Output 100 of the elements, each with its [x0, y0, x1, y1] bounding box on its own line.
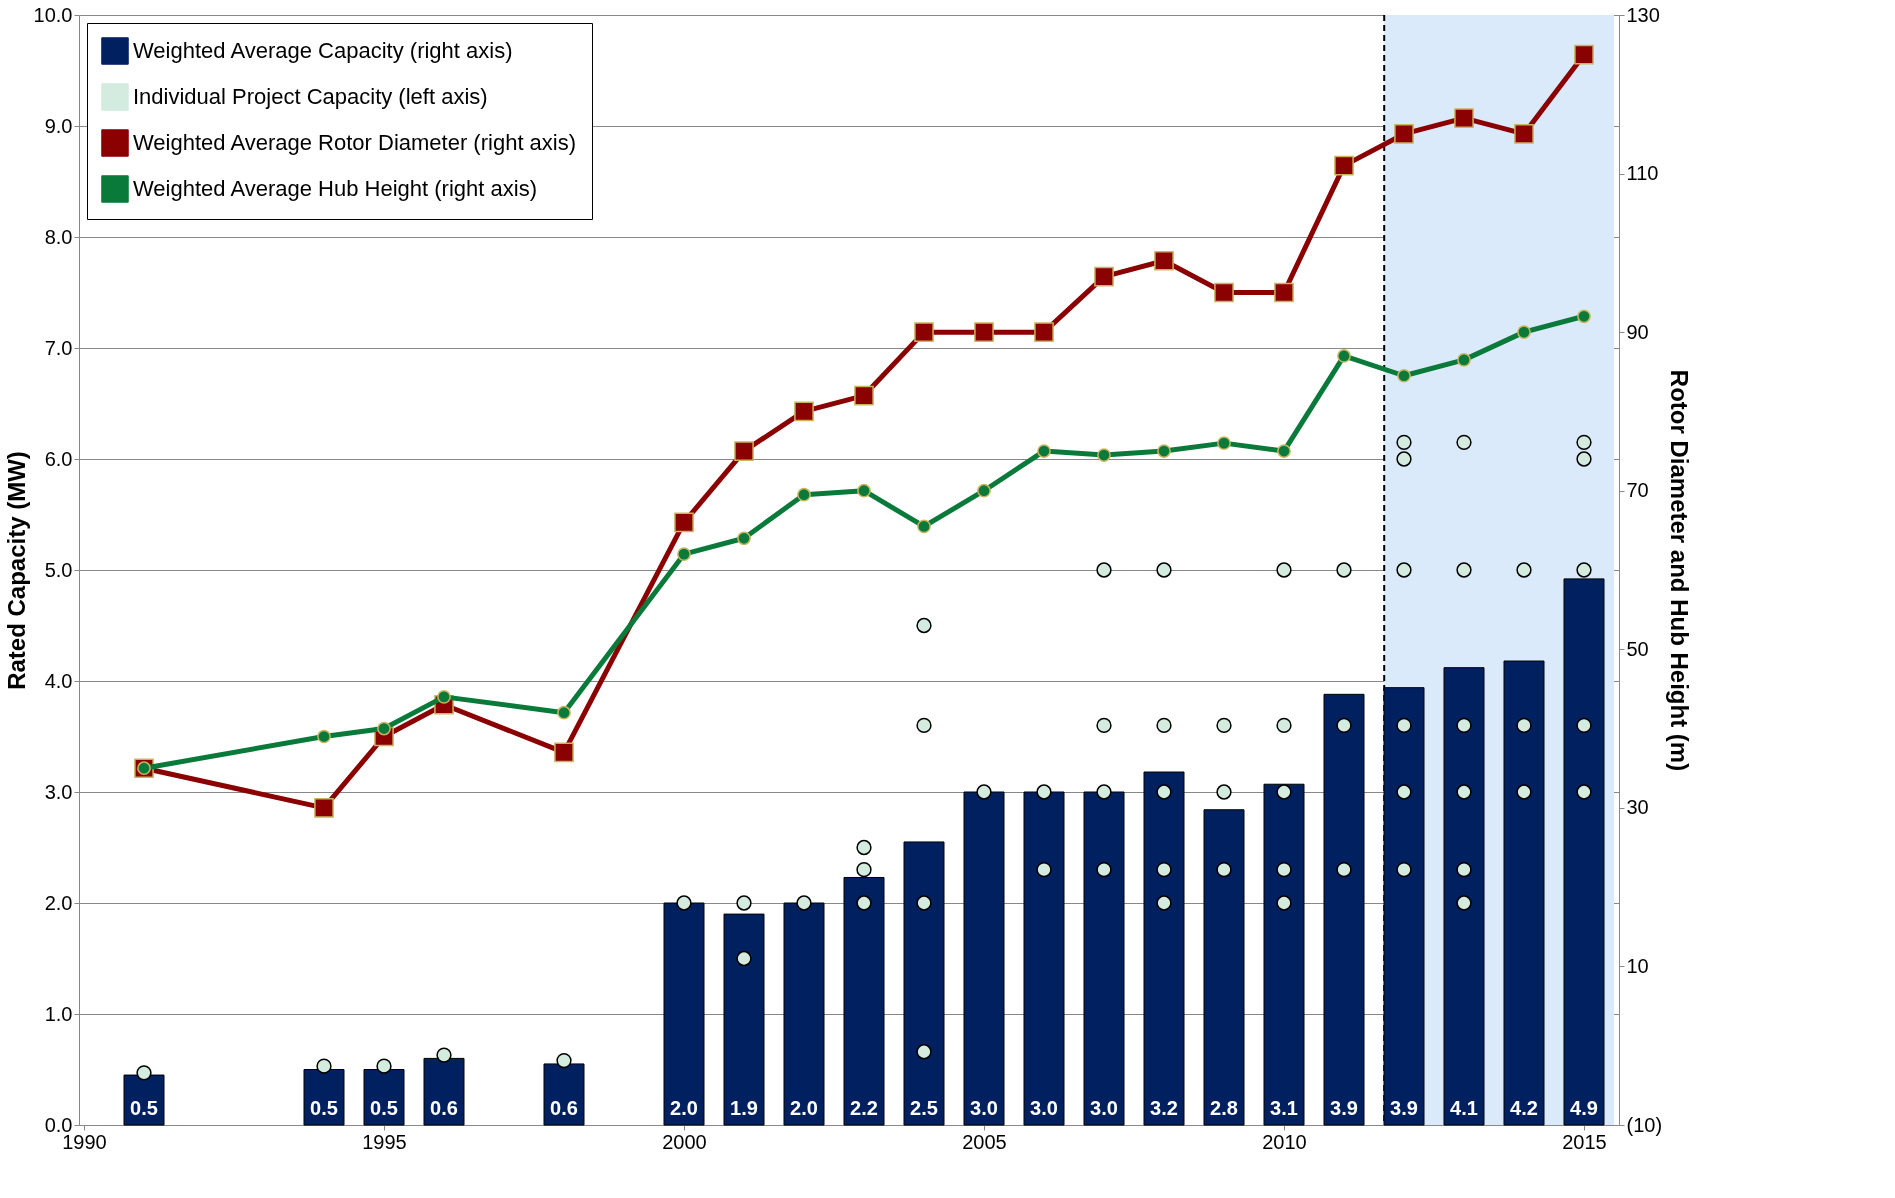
- data-label: 4.2: [1510, 1097, 1538, 1119]
- y2-tick-label: 30: [1626, 796, 1649, 819]
- data-label: 2.0: [670, 1097, 698, 1119]
- point: [1397, 368, 1411, 383]
- point: [1156, 717, 1172, 734]
- point: [854, 385, 874, 406]
- bar: [1323, 693, 1365, 1126]
- point: [734, 441, 754, 461]
- point: [914, 322, 934, 342]
- point: [1156, 562, 1172, 578]
- point: [1274, 282, 1294, 303]
- point: [1456, 562, 1472, 578]
- data-label: 3.0: [1030, 1097, 1058, 1119]
- data-label: 3.0: [1090, 1097, 1118, 1119]
- point: [856, 862, 872, 878]
- y2-tick-label: 110: [1626, 162, 1659, 185]
- point: [1154, 250, 1174, 271]
- bar: [903, 841, 945, 1126]
- point: [1457, 353, 1471, 367]
- point: [314, 798, 334, 818]
- point: [1396, 451, 1412, 467]
- point: [1214, 282, 1234, 303]
- point: [1516, 562, 1532, 578]
- y-tick-label: 5.0: [44, 558, 73, 581]
- bar: [1443, 667, 1485, 1126]
- y-tick-label: 2.0: [44, 891, 73, 914]
- data-label: 3.9: [1390, 1097, 1418, 1119]
- point: [554, 742, 574, 763]
- point: [1576, 784, 1592, 800]
- point: [1396, 862, 1412, 878]
- x-tick-label: 2015: [1562, 1130, 1607, 1153]
- point: [316, 1058, 332, 1074]
- bar: [723, 913, 765, 1126]
- point: [1276, 784, 1292, 800]
- point: [916, 895, 932, 911]
- x-tick-label: 2000: [662, 1130, 707, 1153]
- y2-tick-label: (10): [1626, 1113, 1663, 1136]
- point: [737, 531, 751, 546]
- point: [1277, 444, 1291, 458]
- legend-label: Weighted Average Hub Height (right axis): [133, 176, 537, 201]
- data-label: 2.5: [910, 1097, 938, 1119]
- point: [1156, 862, 1172, 878]
- data-label: 0.5: [130, 1097, 158, 1119]
- point: [677, 547, 691, 561]
- point: [1094, 266, 1114, 287]
- point: [736, 895, 752, 911]
- point: [376, 1058, 392, 1074]
- point: [1517, 325, 1531, 339]
- point: [1037, 444, 1051, 458]
- data-label: 4.1: [1450, 1097, 1478, 1119]
- y2-tick-label: 90: [1626, 320, 1649, 343]
- data-label: 1.9: [730, 1097, 758, 1119]
- point: [794, 401, 814, 422]
- point: [1336, 562, 1352, 578]
- point: [1036, 784, 1052, 800]
- point: [917, 519, 931, 534]
- point: [1576, 717, 1592, 734]
- point: [1156, 895, 1172, 911]
- point: [1276, 895, 1292, 911]
- point: [1456, 717, 1472, 734]
- y-tick-label: 0.0: [44, 1113, 73, 1136]
- point: [1216, 784, 1232, 800]
- point: [1577, 309, 1591, 324]
- point: [974, 322, 994, 342]
- point: [1276, 562, 1292, 578]
- data-label: 2.8: [1210, 1097, 1238, 1119]
- y-tick-label: 10.0: [33, 3, 73, 26]
- y-tick-label: 9.0: [44, 114, 73, 137]
- legend-label: Weighted Average Capacity (right axis): [133, 38, 513, 63]
- point: [1456, 434, 1472, 450]
- point: [1096, 784, 1112, 800]
- point: [1096, 862, 1112, 878]
- data-label: 3.9: [1330, 1097, 1358, 1119]
- point: [1394, 124, 1414, 144]
- point: [1216, 717, 1232, 734]
- point: [977, 483, 991, 498]
- data-label: 2.2: [850, 1097, 878, 1119]
- bar: [1203, 809, 1245, 1126]
- y-tick-label: 8.0: [44, 225, 73, 248]
- point: [1157, 444, 1171, 458]
- point: [1396, 717, 1412, 734]
- point: [556, 1052, 572, 1069]
- bar: [1143, 771, 1185, 1126]
- point: [736, 950, 752, 967]
- bar: [1263, 783, 1305, 1126]
- point: [317, 729, 331, 744]
- x-tick-label: 2010: [1262, 1130, 1307, 1153]
- point: [1096, 562, 1112, 578]
- point: [916, 617, 932, 634]
- point: [1096, 717, 1112, 734]
- point: [1574, 44, 1594, 65]
- y2-tick-label: 130: [1626, 3, 1660, 26]
- point: [857, 483, 871, 498]
- point: [1514, 124, 1534, 144]
- point: [856, 839, 872, 856]
- point: [136, 1065, 152, 1081]
- y-tick-label: 1.0: [44, 1002, 73, 1025]
- data-label: 3.2: [1150, 1097, 1178, 1119]
- point: [1336, 717, 1352, 734]
- data-label: 0.5: [310, 1097, 338, 1119]
